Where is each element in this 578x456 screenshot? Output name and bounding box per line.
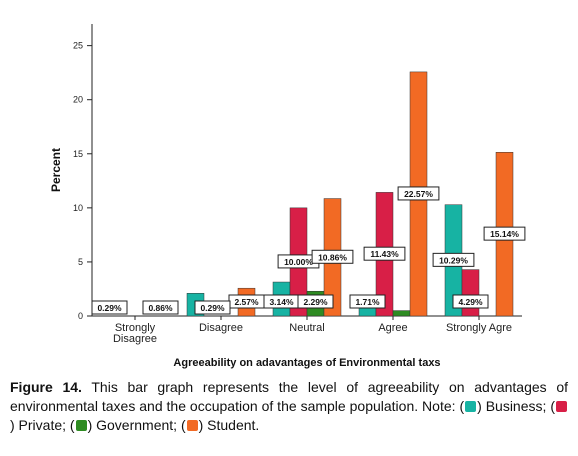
data-label-text: 2.29% (303, 297, 328, 307)
data-label: 22.57% (397, 186, 440, 201)
data-label-text: 10.86% (318, 252, 347, 262)
y-tick-label: 10 (73, 203, 83, 213)
data-label: 0.86% (142, 300, 179, 315)
caption-business: ) Business; ( (477, 398, 555, 414)
data-label-text: 22.57% (404, 189, 433, 199)
x-tick-label: Strongly (115, 322, 156, 334)
private-swatch (556, 401, 567, 412)
data-label-text: 10.00% (284, 257, 313, 267)
chart-data-labels: 3.14% 1.71% 10.29% 10.00% 11.43% 4.29% 2.29% 2.… (91, 186, 526, 315)
caption-text: This bar graph represents the level of a… (10, 379, 568, 414)
x-tick-label: Strongly Agre (446, 322, 512, 334)
bar-chart: 0 5 10 15 20 25 Percent Agreeability on adavant… (49, 24, 526, 369)
data-label-box (349, 294, 386, 309)
y-tick-label: 5 (78, 257, 83, 267)
data-label: 4.29% (452, 294, 489, 309)
bar-government (392, 310, 411, 317)
data-label-box (363, 246, 406, 261)
data-label-text: 4.29% (458, 297, 483, 307)
data-label: 0.29% (91, 300, 128, 315)
data-label-box (297, 294, 334, 309)
caption-student: ) Student. (198, 417, 260, 433)
x-axis-title: Agreeability on adavantages of Environme… (173, 357, 440, 369)
data-label-box (142, 300, 179, 315)
figure-label: Figure 14. (10, 379, 82, 395)
chart-axes: 0 5 10 15 20 25 Percent Agreeability on adavant… (49, 24, 522, 369)
bar-private (461, 269, 480, 317)
y-axis-title: Percent (49, 148, 63, 192)
student-swatch (186, 420, 198, 431)
data-label-text: 10.29% (439, 255, 468, 265)
data-label: 10.29% (432, 252, 475, 267)
data-label: 10.86% (311, 249, 354, 264)
data-label-text: 0.86% (148, 303, 173, 313)
data-label-box (483, 226, 526, 241)
data-label: 2.57% (228, 294, 265, 309)
data-label-text: 3.14% (269, 297, 294, 307)
caption-private: ) Private; ( (10, 417, 75, 433)
y-tick-label: 20 (73, 95, 83, 105)
x-tick-label: Agree (378, 322, 407, 334)
caption-government: ) Government; ( (87, 417, 186, 433)
data-label-text: 11.43% (370, 249, 399, 259)
data-label-text: 1.71% (355, 297, 380, 307)
figure-caption: Figure 14. This bar graph represents the… (10, 378, 568, 435)
data-label-text: 15.14% (490, 229, 519, 239)
data-label: 15.14% (483, 226, 526, 241)
business-swatch (465, 401, 477, 412)
data-label: 11.43% (363, 246, 406, 261)
data-label-box (452, 294, 489, 309)
data-label-box (432, 252, 475, 267)
y-tick-label: 15 (73, 149, 83, 159)
data-label-box (311, 249, 354, 264)
data-label: 3.14% (263, 294, 300, 309)
y-tick-label: 0 (78, 311, 83, 321)
government-swatch (75, 420, 87, 431)
x-tick-label: Neutral (289, 322, 324, 334)
data-label-text: 0.29% (200, 303, 225, 313)
data-label: 1.71% (349, 294, 386, 309)
data-label-text: 2.57% (234, 297, 259, 307)
data-label-box (194, 300, 231, 315)
data-label: 2.29% (297, 294, 334, 309)
y-tick-label: 25 (73, 41, 83, 51)
x-tick-label: Disagree (199, 322, 243, 334)
data-label-text: 0.29% (97, 303, 122, 313)
data-label-box (91, 300, 128, 315)
chart-bars (186, 71, 514, 317)
data-label: 0.29% (194, 300, 231, 315)
data-label-box (397, 186, 440, 201)
x-tick-label: Disagree (113, 333, 157, 345)
